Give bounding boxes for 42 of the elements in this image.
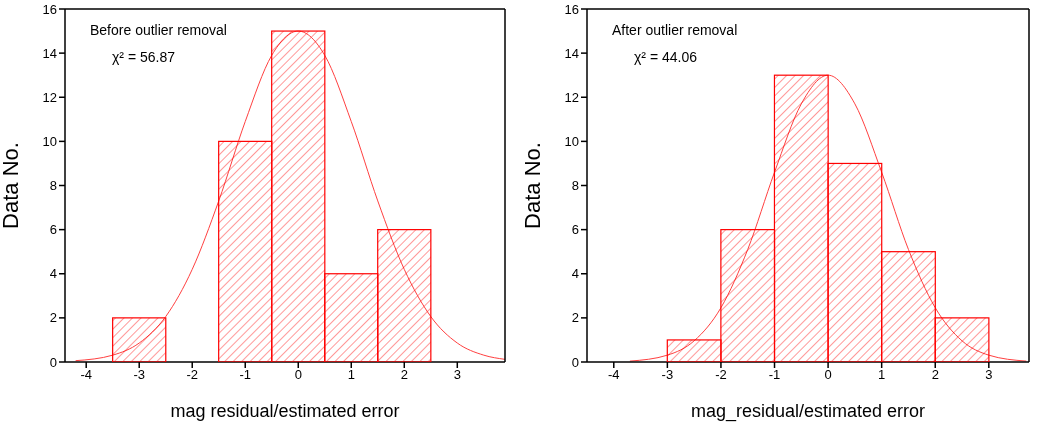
x-tick-label: 1 [878, 367, 886, 383]
y-tick-label: 8 [571, 178, 579, 194]
x-axis-title: mag residual/estimated error [170, 401, 400, 421]
annotation: Before outlier removal [90, 22, 227, 38]
x-tick-label: 3 [985, 367, 993, 383]
y-tick-label: 16 [564, 1, 579, 17]
y-tick-label: 2 [571, 310, 579, 326]
x-tick-label: -3 [661, 367, 674, 383]
x-tick-label: 2 [400, 367, 408, 383]
x-tick-label: 2 [931, 367, 939, 383]
y-tick-label: 16 [42, 1, 57, 17]
annotation: χ² = 56.87 [112, 49, 175, 65]
x-tick-label: 0 [294, 367, 302, 383]
annotation: After outlier removal [612, 22, 738, 38]
y-tick-label: 14 [564, 45, 579, 61]
y-tick-label: 12 [42, 89, 57, 105]
y-tick-label: 14 [42, 45, 57, 61]
x-tick-label: -3 [133, 367, 145, 383]
x-axis-title: mag_residual/estimated error [690, 401, 926, 422]
y-tick-label: 2 [49, 310, 57, 326]
x-tick-label: -4 [608, 367, 620, 383]
y-tick-label: 0 [49, 354, 57, 370]
y-tick-label: 10 [564, 133, 579, 149]
x-tick-label: -2 [186, 367, 199, 383]
y-tick-label: 6 [49, 222, 57, 238]
y-tick-label: 6 [571, 222, 579, 238]
x-tick-label: -2 [715, 367, 727, 383]
y-tick-label: 12 [564, 89, 579, 105]
x-tick-label: 3 [453, 367, 461, 383]
y-tick-label: 10 [42, 133, 57, 149]
x-tick-label: -1 [768, 367, 781, 383]
annotation: χ² = 44.06 [634, 49, 697, 65]
x-tick-label: -4 [80, 367, 92, 383]
y-tick-label: 4 [571, 266, 579, 282]
x-tick-label: 1 [347, 367, 355, 383]
y-tick-label: 4 [49, 266, 57, 282]
y-axis-title: Data No. [519, 142, 545, 229]
y-tick-label: 8 [49, 178, 57, 194]
x-tick-label: -1 [239, 367, 252, 383]
y-tick-label: 0 [571, 354, 579, 370]
y-axis-title: Data No. [0, 142, 23, 229]
x-tick-label: 0 [824, 367, 832, 383]
